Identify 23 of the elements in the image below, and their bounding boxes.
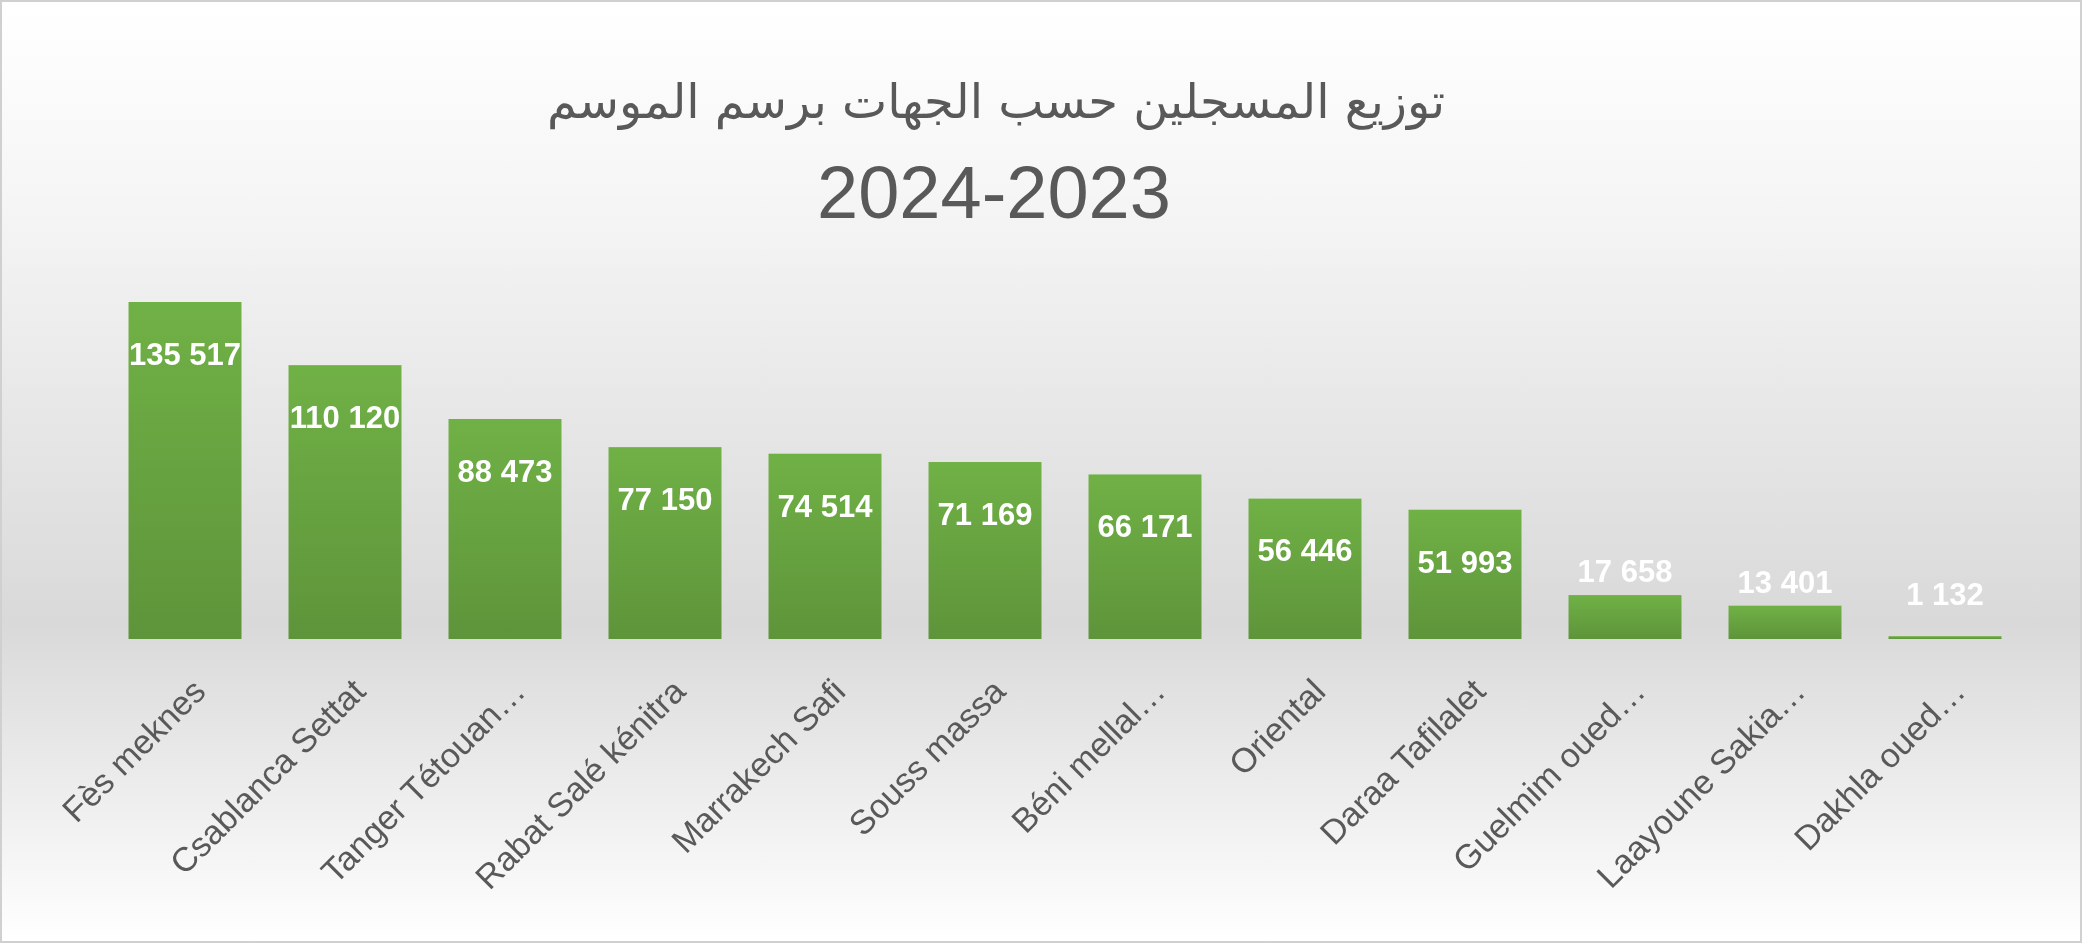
bar bbox=[1088, 474, 1202, 639]
data-label: 74 514 bbox=[777, 488, 874, 524]
bar bbox=[1408, 509, 1522, 639]
bar bbox=[448, 418, 562, 639]
bar bbox=[288, 365, 402, 639]
data-label: 71 169 bbox=[937, 496, 1033, 532]
bar bbox=[1728, 605, 1842, 639]
bar bbox=[768, 453, 882, 639]
data-label: 110 120 bbox=[289, 400, 401, 436]
bar bbox=[1248, 498, 1362, 639]
chart-title: توزيع المسجلين حسب الجهات برسم الموسم bbox=[546, 73, 1446, 130]
bar bbox=[1888, 636, 2002, 639]
bar bbox=[128, 302, 242, 639]
data-label: 66 171 bbox=[1097, 509, 1193, 545]
data-label: 135 517 bbox=[128, 336, 242, 372]
bar bbox=[608, 447, 722, 639]
data-label: 56 446 bbox=[1257, 533, 1353, 569]
bar bbox=[1568, 595, 1682, 639]
data-label: 51 993 bbox=[1417, 544, 1513, 580]
data-label: 77 150 bbox=[617, 482, 713, 517]
bar bbox=[928, 462, 1042, 639]
data-label: 88 473 bbox=[457, 453, 553, 489]
chart-subtitle: 2024-2023 bbox=[817, 151, 1171, 234]
